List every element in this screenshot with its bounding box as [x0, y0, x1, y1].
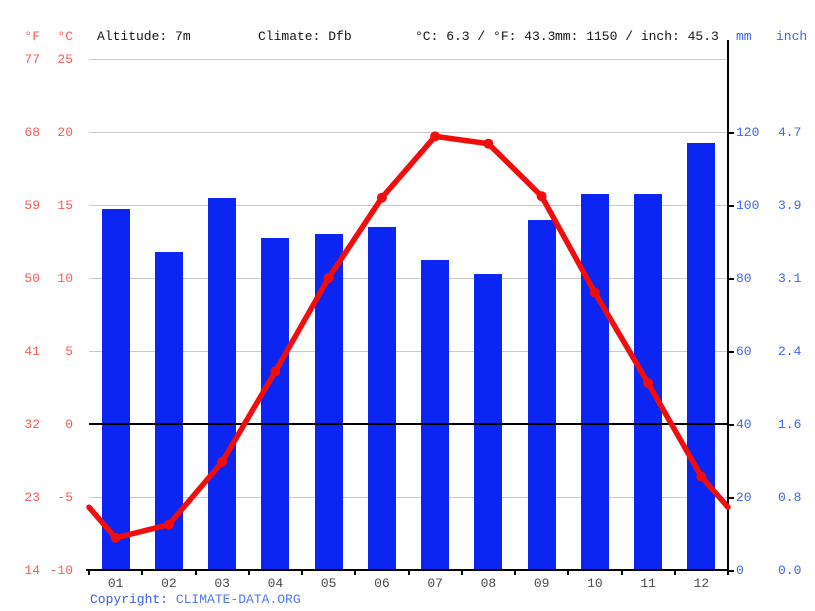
x-axis-tick-1 — [141, 570, 144, 575]
zero-degree-line — [89, 423, 728, 425]
x-axis-tick-11 — [673, 570, 676, 575]
right-axis-tick-80 — [728, 277, 734, 280]
month-label-06: 06 — [374, 576, 390, 591]
temperature-point-06 — [376, 192, 387, 203]
x-axis-tick-2 — [194, 570, 197, 575]
x-axis-tick-4 — [301, 570, 303, 575]
temperature-point-09 — [536, 191, 547, 202]
c-tick-label-10: 10 — [57, 270, 73, 286]
gridline-25c — [89, 58, 728, 60]
f-tick-label-23: 23 — [24, 489, 40, 505]
x-axis-tick-9 — [567, 570, 570, 575]
c-tick-label-5: 5 — [65, 343, 73, 359]
left-axis-unit-c: °C — [57, 29, 73, 44]
mm-tick-label-120: 120 — [736, 124, 760, 140]
right-axis-unit-inch: inch — [776, 29, 808, 44]
mm-tick-label-20: 20 — [736, 489, 752, 505]
mean-temperature-label: °C: 6.3 / °F: 43.3 — [415, 29, 556, 44]
x-axis-tick-6 — [407, 570, 410, 575]
altitude-label: Altitude: 7m — [97, 29, 191, 44]
temperature-point-07 — [430, 131, 441, 142]
inch-tick-label-2.4: 2.4 — [778, 343, 802, 359]
month-label-10: 10 — [587, 576, 603, 591]
f-tick-label-14: 14 — [24, 562, 40, 578]
inch-tick-label-4.7: 4.7 — [778, 124, 802, 140]
x-axis-tick-0 — [88, 570, 90, 575]
c-tick-label-0: 0 — [65, 416, 73, 432]
month-label-01: 01 — [107, 576, 124, 591]
right-axis-tick-60 — [728, 350, 734, 353]
gridline-10c — [89, 277, 728, 279]
mm-tick-label-0: 0 — [736, 562, 744, 578]
f-tick-label-59: 59 — [24, 197, 40, 213]
month-label-09: 09 — [533, 576, 550, 591]
c-tick-label-15: 15 — [57, 197, 73, 213]
temperature-point-08 — [483, 138, 494, 149]
f-tick-label-41: 41 — [24, 343, 40, 359]
gridline-5c — [89, 350, 728, 352]
x-axis-tick-12 — [727, 570, 729, 575]
annual-precipitation-label: mm: 1150 / inch: 45.3 — [555, 29, 719, 44]
inch-tick-label-1.6: 1.6 — [778, 416, 802, 432]
left-axis-unit-f: °F — [24, 29, 40, 44]
right-axis-line — [727, 40, 729, 571]
month-label-08: 08 — [480, 576, 497, 591]
gridline--5c — [89, 496, 728, 498]
right-axis-unit-mm: mm — [736, 29, 752, 44]
month-label-05: 05 — [320, 576, 337, 591]
month-label-11: 11 — [640, 576, 656, 591]
mm-tick-label-60: 60 — [736, 343, 752, 359]
right-axis-tick-40 — [728, 423, 734, 426]
inch-tick-label-0.0: 0.0 — [778, 562, 802, 578]
month-label-03: 03 — [214, 576, 230, 591]
precip-bar-03 — [208, 197, 237, 570]
climate-classification-label: Climate: Dfb — [258, 29, 352, 44]
x-axis-tick-3 — [247, 570, 250, 575]
month-label-12: 12 — [693, 576, 710, 591]
inch-tick-label-3.1: 3.1 — [778, 270, 802, 286]
month-label-02: 02 — [161, 576, 177, 591]
right-axis-tick-0 — [728, 569, 734, 572]
right-axis-tick-20 — [728, 496, 734, 499]
month-label-04: 04 — [267, 576, 284, 591]
mm-tick-label-100: 100 — [736, 197, 760, 213]
precip-bar-12 — [687, 142, 716, 570]
c-tick-label--10: -10 — [49, 562, 73, 578]
right-axis-tick-100 — [728, 204, 734, 207]
precip-bar-05 — [314, 234, 343, 570]
inch-tick-label-3.9: 3.9 — [778, 197, 802, 213]
f-tick-label-50: 50 — [24, 270, 40, 286]
right-axis-tick-120 — [728, 131, 734, 134]
f-tick-label-77: 77 — [24, 51, 40, 67]
copyright-link[interactable]: CLIMATE-DATA.ORG — [175, 592, 301, 607]
gridline-20c — [89, 131, 728, 133]
copyright: Copyright: CLIMATE-DATA.ORG — [90, 592, 301, 608]
mm-tick-label-40: 40 — [736, 416, 752, 432]
c-tick-label--5: -5 — [57, 489, 73, 505]
x-axis-tick-5 — [354, 570, 357, 575]
month-label-07: 07 — [427, 576, 443, 591]
c-tick-label-20: 20 — [57, 124, 73, 140]
precip-bar-06 — [367, 226, 396, 570]
gridline-15c — [89, 204, 728, 206]
mm-tick-label-80: 80 — [736, 270, 752, 286]
f-tick-label-68: 68 — [24, 124, 40, 140]
x-axis-tick-8 — [514, 570, 516, 575]
precip-bar-10 — [580, 194, 609, 570]
precip-bar-07 — [421, 259, 450, 570]
x-axis-tick-7 — [460, 570, 463, 575]
precip-bar-01 — [101, 208, 130, 570]
precip-bar-11 — [634, 194, 663, 570]
precip-bar-09 — [527, 219, 556, 570]
copyright-prefix: Copyright: — [90, 592, 176, 607]
f-tick-label-32: 32 — [24, 416, 40, 432]
inch-tick-label-0.8: 0.8 — [778, 489, 802, 505]
temperature-polyline — [86, 133, 731, 541]
x-axis-tick-10 — [620, 570, 623, 575]
c-tick-label-25: 25 — [57, 51, 73, 67]
precip-bar-04 — [261, 237, 290, 570]
precip-bar-02 — [154, 252, 183, 570]
